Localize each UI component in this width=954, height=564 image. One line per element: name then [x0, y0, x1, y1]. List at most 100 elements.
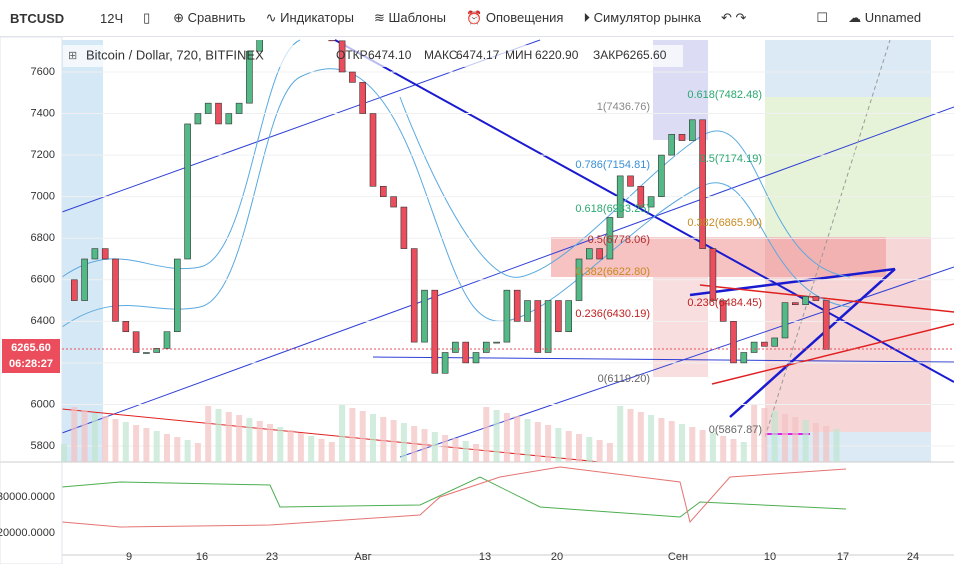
- interval[interactable]: 12Ч: [100, 10, 124, 26]
- candle-body: [596, 248, 603, 260]
- indicators[interactable]: ∿ Индикаторы: [265, 10, 354, 25]
- volume: [205, 406, 212, 462]
- volume: [267, 424, 273, 462]
- candle-body: [441, 352, 449, 374]
- legend-value: 6265.60: [623, 48, 667, 62]
- last-price: 6265.60: [11, 342, 51, 354]
- volume: [679, 424, 685, 462]
- volume: [328, 442, 335, 462]
- fib-label: 1(7436.76): [597, 101, 650, 113]
- volume: [802, 420, 809, 462]
- volume: [390, 420, 397, 462]
- legend-label: ОТКР: [336, 48, 368, 62]
- volume: [730, 439, 737, 462]
- volume: [349, 408, 356, 462]
- candle-body: [730, 321, 737, 364]
- volume: [761, 408, 768, 462]
- candle-body: [379, 185, 387, 197]
- candle-body: [585, 248, 593, 260]
- volume: [61, 444, 67, 462]
- fib-label: 0.618(6933.25): [575, 203, 650, 215]
- y-tick-label: 7000: [31, 191, 55, 203]
- legend-title: Bitcoin / Dollar, 720, BITFINEX: [86, 47, 264, 62]
- x-tick-label: 16: [196, 551, 208, 563]
- indicator-line: [61, 466, 847, 528]
- x-tick-label: 23: [266, 551, 278, 563]
- volume: [133, 425, 140, 462]
- candle-body: [709, 248, 717, 301]
- volume: [153, 431, 160, 462]
- volume: [689, 427, 696, 462]
- fib-label: 0.5(6778.06): [588, 234, 650, 246]
- candle-body: [544, 300, 552, 353]
- candle-body: [400, 206, 408, 249]
- chart-style[interactable]: ▯: [143, 10, 151, 25]
- fib-label: 0.382(6865.90): [687, 217, 762, 229]
- candle-body: [390, 196, 397, 208]
- volume: [215, 409, 222, 462]
- volume: [771, 411, 778, 462]
- y-tick-label: 7600: [31, 66, 55, 78]
- candle-body: [246, 50, 253, 104]
- volume: [442, 435, 449, 462]
- candle-body: [802, 296, 809, 306]
- volume: [411, 426, 418, 462]
- volume: [236, 415, 243, 462]
- candle-body: [781, 302, 789, 339]
- candle-body: [688, 119, 696, 141]
- candle-body: [256, 40, 264, 52]
- candle-body: [503, 289, 511, 343]
- volume: [751, 405, 758, 462]
- compare[interactable]: ⊕ Сравнить: [173, 10, 246, 25]
- volume: [545, 425, 552, 462]
- x-tick-label: 9: [126, 551, 132, 563]
- volume: [534, 422, 541, 462]
- candle-body: [174, 258, 181, 333]
- candle-body: [575, 258, 583, 301]
- candle-body: [627, 175, 634, 187]
- legend-label: МАКС: [424, 48, 458, 62]
- templates[interactable]: ≋ Шаблоны: [374, 10, 447, 25]
- legend-label: ЗАКР: [593, 48, 623, 62]
- volume: [514, 416, 521, 462]
- y-tick-label: 7200: [31, 149, 55, 161]
- volume: [720, 436, 727, 462]
- volume: [648, 415, 655, 462]
- fullscreen[interactable]: ☐: [816, 10, 829, 25]
- candle-body: [637, 185, 645, 208]
- volume: [277, 427, 284, 462]
- undo[interactable]: ↶ ↷: [721, 10, 747, 25]
- y-tick-label: 6600: [31, 274, 55, 286]
- candles: [71, 40, 830, 374]
- candle-body: [616, 175, 624, 218]
- candle-body: [822, 300, 830, 350]
- candle-body: [81, 258, 88, 301]
- alerts[interactable]: ⏰ Оповещения: [466, 10, 564, 25]
- simulator[interactable]: ⏵ Симулятор рынка: [583, 10, 702, 25]
- candle-body: [421, 289, 428, 343]
- volume: [740, 442, 747, 462]
- volume: [596, 440, 603, 462]
- lower-tick: 20000.0000: [0, 527, 55, 539]
- fib-label: 0.786(7154.81): [575, 159, 650, 171]
- candle-body: [771, 337, 779, 347]
- volume: [617, 406, 624, 462]
- volume: [102, 416, 109, 462]
- volume: [225, 412, 232, 462]
- candle-body: [410, 248, 418, 343]
- candle-body: [524, 300, 531, 322]
- layout[interactable]: ☁ Unnamed: [848, 10, 922, 25]
- candle-body: [513, 289, 521, 322]
- candle-body: [328, 40, 336, 42]
- volume: [576, 434, 582, 462]
- candle-body: [472, 352, 480, 364]
- volume: [812, 423, 819, 462]
- symbol[interactable]: BTCUSD: [10, 10, 65, 26]
- candle-body: [112, 258, 119, 322]
- candle-body: [431, 289, 439, 374]
- volume: [782, 414, 788, 462]
- x-tick-label: Сен: [668, 551, 688, 563]
- x-tick-label: 24: [907, 551, 919, 563]
- candle-body: [163, 331, 171, 349]
